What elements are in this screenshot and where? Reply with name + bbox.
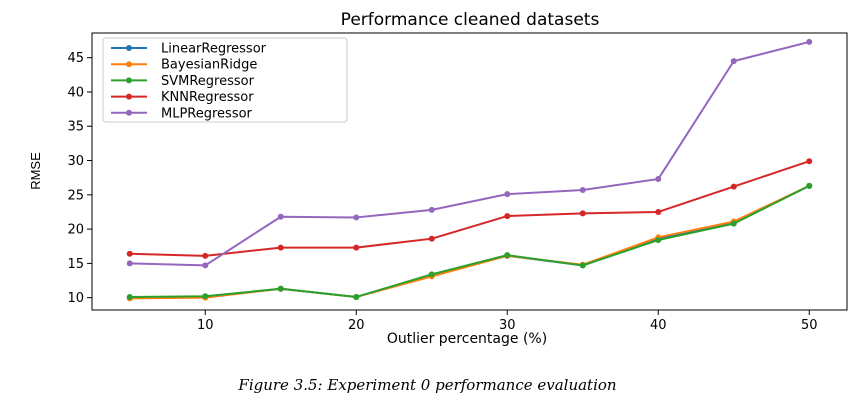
legend-label: LinearRegressor [161, 42, 267, 57]
x-tick-label: 50 [801, 318, 818, 333]
data-point [504, 191, 511, 198]
legend: LinearRegressorBayesianRidgeSVMRegressor… [102, 37, 348, 123]
legend-swatch-marker [126, 61, 132, 68]
data-point [655, 237, 662, 244]
series-SVMRegressor [126, 182, 813, 300]
data-point [730, 220, 737, 227]
x-tick-label: 10 [197, 318, 214, 333]
y-tick-label: 15 [67, 257, 84, 272]
data-point [579, 262, 586, 269]
data-point [806, 158, 813, 165]
y-tick-label: 25 [67, 188, 84, 203]
series-line [129, 40, 810, 267]
legend-swatch-marker [126, 93, 132, 100]
data-point [353, 293, 360, 300]
y-axis-label: RMSE [28, 152, 43, 190]
x-axis-label: Outlier percentage (%) [387, 331, 547, 347]
legend-item: SVMRegressor [111, 74, 255, 89]
data-point [806, 182, 813, 189]
data-point [126, 260, 133, 267]
legend-label: SVMRegressor [161, 74, 255, 89]
legend-box [102, 37, 348, 123]
legend-item: MLPRegressor [111, 106, 253, 121]
ticks: 10 20 30 40 50 10 15 20 25 30 35 40 45 [67, 51, 817, 333]
legend-swatch-marker [126, 77, 132, 84]
x-tick-label: 40 [650, 318, 667, 333]
y-tick-label: 40 [67, 85, 84, 100]
legend-label: BayesianRidge [161, 58, 257, 73]
chart: Performance cleaned datasets 10 20 30 40 501… [28, 10, 848, 347]
series-KNNRegressor [126, 158, 813, 259]
series-line [129, 185, 810, 298]
data-point [504, 252, 511, 259]
data-point [202, 262, 209, 269]
legend-item: BayesianRidge [111, 58, 257, 73]
y-tick-label: 20 [67, 223, 84, 238]
series-BayesianRidge [126, 182, 813, 302]
legend-label: MLPRegressor [161, 106, 253, 121]
plot-frame [91, 32, 848, 311]
x-tick-label: 20 [348, 318, 365, 333]
x-tick-label: 30 [499, 318, 516, 333]
legend-swatch-marker [126, 45, 132, 51]
series-group [126, 38, 813, 302]
data-point [579, 210, 586, 217]
y-tick-label: 45 [67, 51, 84, 66]
data-point [202, 293, 209, 300]
legend-label: KNNRegressor [161, 90, 254, 105]
series-line [129, 160, 810, 257]
data-point [202, 252, 209, 259]
series-MLPRegressor [126, 38, 813, 269]
data-point [428, 235, 435, 242]
data-point [277, 285, 284, 292]
data-point [353, 244, 360, 251]
y-tick-label: 35 [67, 120, 84, 135]
y-tick-label: 10 [67, 291, 84, 306]
data-point [655, 176, 662, 183]
data-point [806, 38, 813, 45]
series-LinearRegressor [126, 182, 813, 301]
data-point [730, 183, 737, 190]
data-point [277, 244, 284, 251]
figure-caption: Figure 3.5: Experiment 0 performance eva… [238, 376, 617, 394]
legend-item: LinearRegressor [111, 42, 267, 57]
chart-title: Performance cleaned datasets [341, 10, 600, 30]
data-point [353, 214, 360, 221]
data-point [428, 206, 435, 213]
data-point [655, 208, 662, 215]
legend-swatch-marker [126, 109, 132, 116]
data-point [126, 250, 133, 257]
data-point [504, 213, 511, 220]
data-point [126, 293, 133, 300]
data-point [730, 58, 737, 65]
data-point [277, 213, 284, 220]
data-point [428, 271, 435, 278]
y-tick-label: 30 [67, 154, 84, 169]
legend-item: KNNRegressor [111, 90, 254, 105]
data-point [579, 187, 586, 194]
